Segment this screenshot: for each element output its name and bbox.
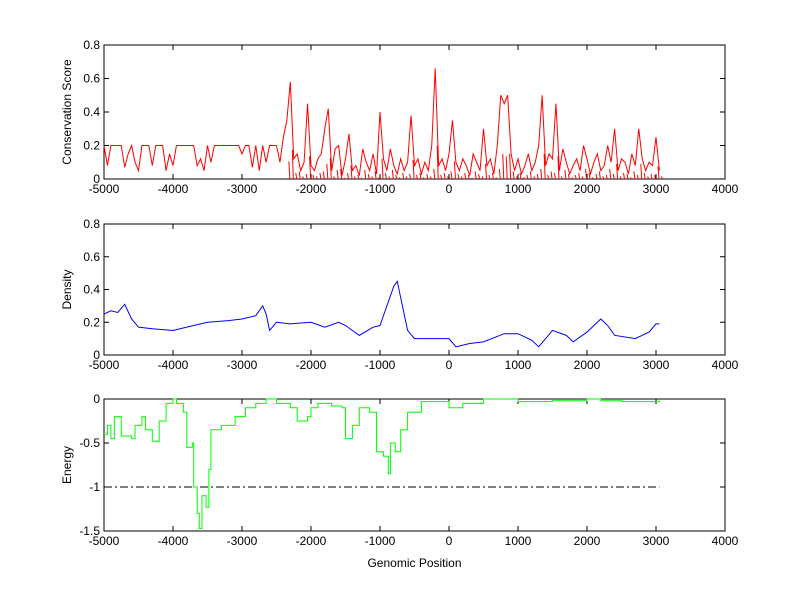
x-tick-label: 1000 bbox=[505, 534, 532, 548]
axes-box bbox=[103, 223, 726, 356]
y-axis-label: Conservation Score bbox=[60, 59, 74, 165]
x-tick-label: -4000 bbox=[158, 358, 189, 372]
x-tick-label: -1000 bbox=[365, 534, 396, 548]
axes-box bbox=[103, 398, 726, 532]
y-tick-label: 0.2 bbox=[83, 315, 100, 329]
x-tick-label: 1000 bbox=[505, 358, 532, 372]
x-tick-label: 1000 bbox=[505, 182, 532, 196]
y-tick-label: 0.8 bbox=[83, 217, 100, 231]
series-line bbox=[104, 398, 660, 529]
x-tick-label: 2000 bbox=[574, 358, 601, 372]
y-axis-label: Density bbox=[60, 269, 74, 309]
y-tick-label: 0 bbox=[93, 172, 100, 186]
x-axis-label: Genomic Position bbox=[367, 556, 461, 570]
y-tick-label: 0.4 bbox=[83, 283, 100, 297]
x-tick-label: -2000 bbox=[296, 534, 327, 548]
x-tick-label: -4000 bbox=[158, 182, 189, 196]
x-tick-label: 3000 bbox=[643, 358, 670, 372]
x-tick-label: -1000 bbox=[365, 182, 396, 196]
y-tick-label: -1 bbox=[89, 480, 100, 494]
x-tick-label: 4000 bbox=[712, 358, 739, 372]
y-tick-label: -0.5 bbox=[79, 436, 100, 450]
axes-box bbox=[103, 44, 726, 180]
x-tick-label: -4000 bbox=[158, 534, 189, 548]
y-tick-label: 0 bbox=[93, 392, 100, 406]
x-tick-label: -5000 bbox=[89, 358, 120, 372]
x-tick-label: 0 bbox=[446, 358, 453, 372]
x-tick-label: -3000 bbox=[227, 358, 258, 372]
x-tick-label: 0 bbox=[446, 534, 453, 548]
series-line bbox=[103, 280, 660, 348]
y-tick-label: 0 bbox=[93, 348, 100, 362]
y-tick-label: 0.6 bbox=[83, 250, 100, 264]
subplot-3: -5000 -4000 -3000 -2000 -1000 0 1000 2000 3000 40… bbox=[60, 392, 739, 570]
y-tick-label: 0.8 bbox=[83, 38, 100, 52]
y-tick-label: 0.2 bbox=[83, 139, 100, 153]
x-tick-label: -1000 bbox=[365, 358, 396, 372]
x-tick-label: 2000 bbox=[574, 534, 601, 548]
x-tick-label: -5000 bbox=[89, 182, 120, 196]
y-axis-label: Energy bbox=[60, 446, 74, 484]
x-tick-label: 0 bbox=[446, 182, 453, 196]
y-tick-label: 0.4 bbox=[83, 105, 100, 119]
x-tick-label: -2000 bbox=[296, 182, 327, 196]
x-tick-label: 3000 bbox=[643, 534, 670, 548]
subplot-1: -5000 -4000 -3000 -2000 -1000 0 1000 2000 3000 40… bbox=[60, 38, 739, 196]
x-tick-label: -3000 bbox=[227, 534, 258, 548]
x-tick-label: 3000 bbox=[643, 182, 670, 196]
x-tick-label: -3000 bbox=[227, 182, 258, 196]
x-tick-label: -5000 bbox=[89, 534, 120, 548]
x-tick-label: 4000 bbox=[712, 182, 739, 196]
y-tick-label: -1.5 bbox=[79, 524, 100, 538]
series-line bbox=[103, 68, 663, 180]
subplot-2: -5000 -4000 -3000 -2000 -1000 0 1000 2000 3000 40… bbox=[60, 217, 739, 372]
x-tick-label: 2000 bbox=[574, 182, 601, 196]
x-tick-label: -2000 bbox=[296, 358, 327, 372]
y-tick-label: 0.6 bbox=[83, 72, 100, 86]
x-tick-label: 4000 bbox=[712, 534, 739, 548]
